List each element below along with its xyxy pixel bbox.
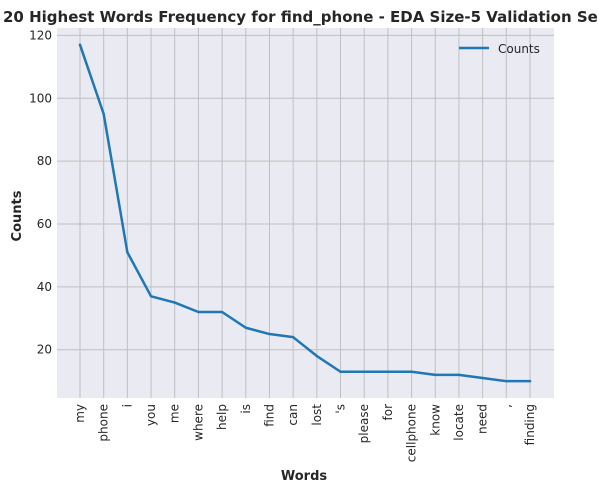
data-point — [434, 373, 437, 377]
data-point — [457, 373, 461, 377]
legend: Counts — [459, 42, 540, 56]
x-tick-label: please — [357, 404, 371, 443]
data-point — [481, 376, 484, 380]
grid-lines — [57, 28, 554, 398]
x-tick-label: is — [239, 404, 253, 414]
x-tick-label: finding — [523, 404, 537, 445]
x-tick-label: you — [144, 404, 158, 426]
data-point — [339, 370, 342, 373]
x-tick-label: phone — [97, 404, 111, 442]
x-axis-ticks: my phone i you me where help is find can lost 's ple… — [73, 404, 537, 462]
legend-label: Counts — [498, 42, 540, 56]
data-point — [268, 332, 271, 336]
data-point — [78, 43, 82, 47]
y-tick-label: 100 — [29, 91, 52, 105]
x-tick-label: , — [499, 404, 513, 408]
chart-title: 20 Highest Words Frequency for find_phon… — [3, 8, 598, 26]
y-tick-label: 80 — [37, 154, 52, 168]
y-tick-label: 40 — [37, 280, 52, 294]
plot-area — [57, 28, 554, 398]
series-line-counts — [78, 43, 532, 383]
data-point — [291, 335, 295, 339]
x-tick-label: where — [191, 404, 205, 441]
data-point — [149, 295, 153, 298]
x-tick-label: find — [262, 404, 276, 427]
data-point — [363, 370, 366, 373]
data-point — [528, 379, 532, 383]
data-point — [102, 112, 105, 116]
data-point — [126, 251, 129, 254]
y-tick-label: 20 — [37, 343, 52, 357]
x-tick-label: me — [168, 404, 182, 423]
x-tick-label: 's — [334, 404, 348, 414]
series-points — [78, 43, 532, 383]
x-tick-label: can — [286, 404, 300, 426]
data-point — [386, 370, 390, 373]
data-point — [220, 310, 224, 314]
x-tick-label: for — [381, 404, 395, 421]
data-point — [505, 379, 508, 383]
y-tick-label: 120 — [29, 28, 52, 42]
x-tick-label: locate — [452, 404, 466, 441]
x-axis-label: Words — [281, 469, 328, 484]
x-tick-label: help — [215, 404, 229, 430]
x-tick-label: know — [428, 404, 442, 436]
data-point — [410, 370, 413, 373]
y-tick-label: 60 — [37, 217, 52, 231]
x-tick-label: i — [120, 404, 134, 407]
data-point — [244, 326, 247, 329]
data-point — [315, 354, 319, 358]
data-point — [173, 301, 176, 304]
x-tick-label: my — [73, 404, 87, 423]
x-tick-label: need — [476, 404, 490, 434]
data-point — [197, 310, 200, 314]
y-axis-ticks: 20 40 60 80 100 120 — [29, 28, 52, 356]
x-tick-label: cellphone — [405, 404, 419, 462]
y-axis-label: Counts — [10, 190, 25, 241]
x-tick-label: lost — [310, 404, 324, 426]
